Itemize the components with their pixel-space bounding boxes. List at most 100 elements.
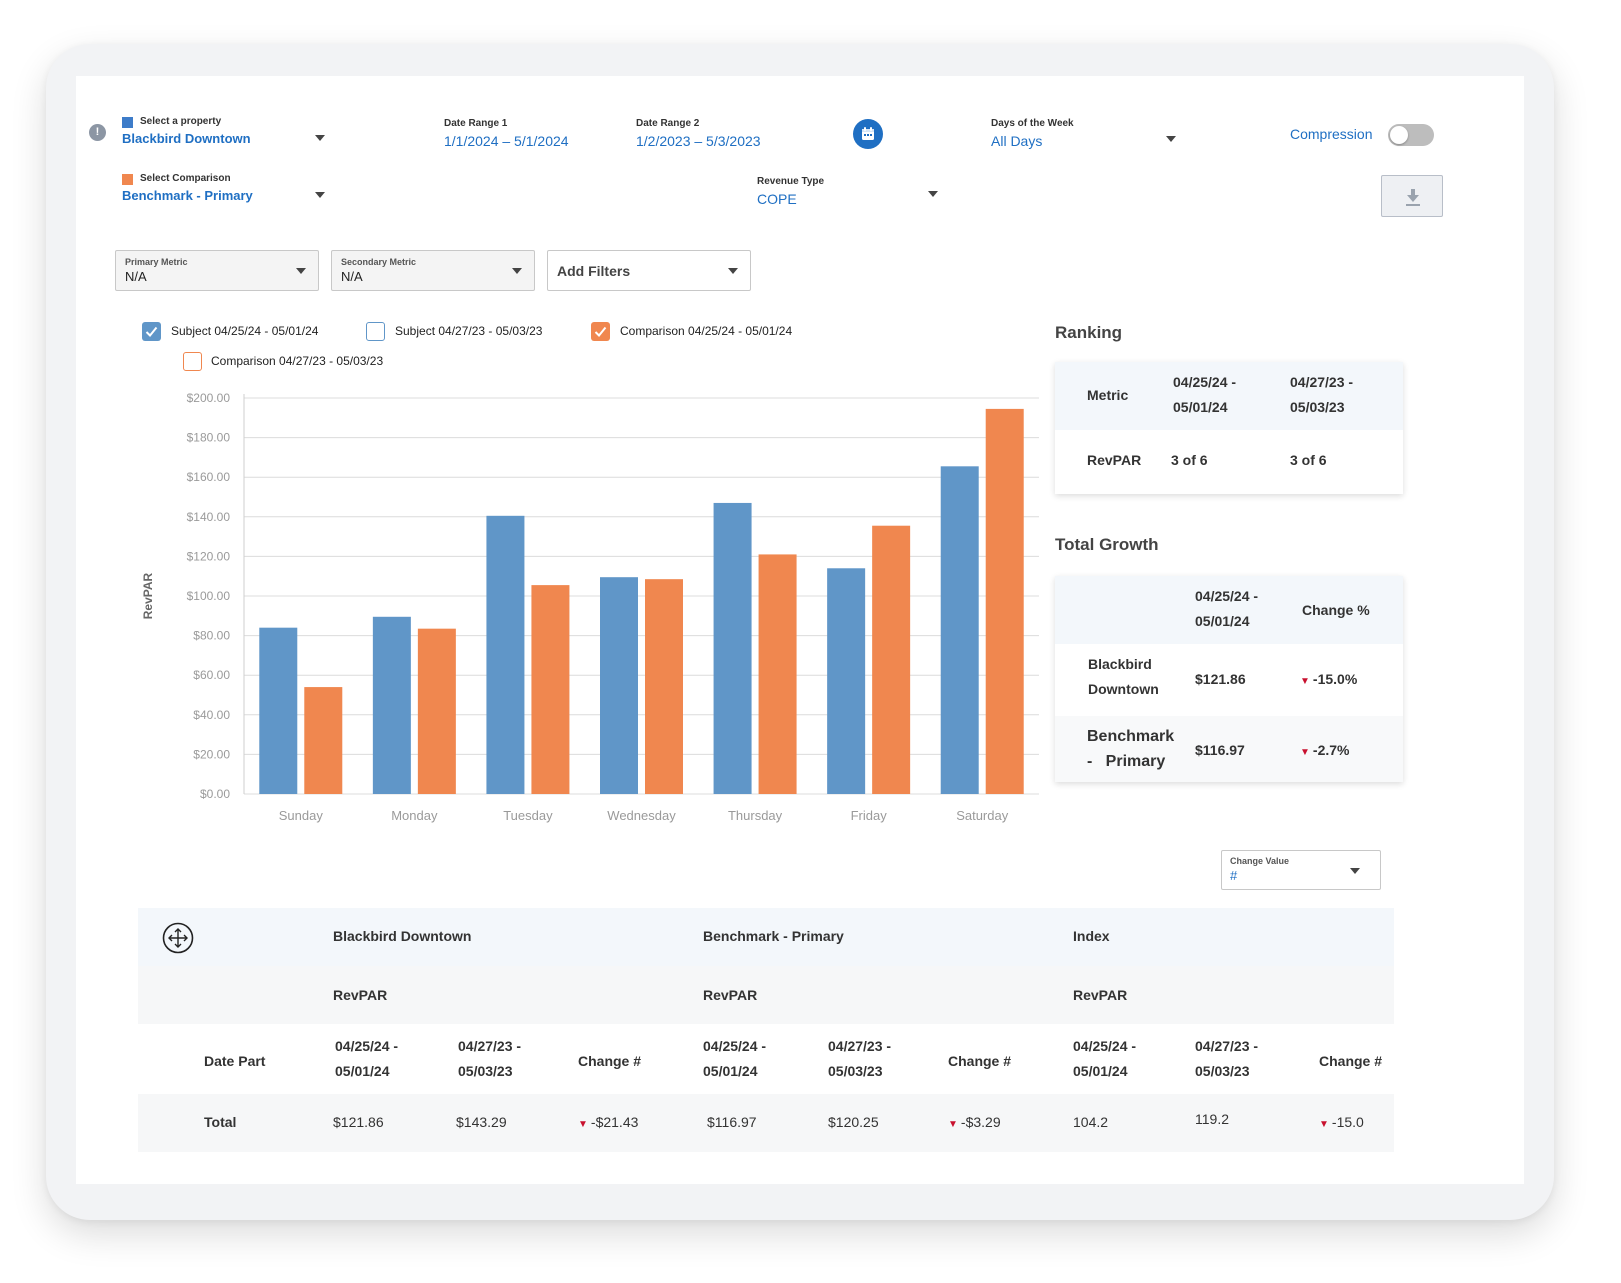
- chevron-down-icon: [928, 191, 938, 197]
- table-total-subject-change-value: -$21.43: [590, 1114, 639, 1130]
- table-total-index-change: ▼ -15.0: [1319, 1114, 1364, 1130]
- primary-metric-select[interactable]: Primary Metric N/A: [115, 250, 319, 291]
- table-group-header-row: [138, 908, 1394, 966]
- table-total-comparison-1: $116.97: [707, 1114, 757, 1130]
- ranking-header-period-1: 04/25/24 - 05/01/24: [1173, 374, 1237, 415]
- table-total-index-change-value: -15.0: [1331, 1114, 1364, 1130]
- table-metric-comparison: RevPAR: [703, 987, 758, 1003]
- down-arrow-icon: ▼: [1319, 1119, 1329, 1130]
- calendar-button[interactable]: [853, 119, 883, 149]
- total-growth-row-change-1: ▼ -15.0%: [1300, 671, 1357, 687]
- table-total-label: Total: [204, 1114, 237, 1130]
- bar-thursday-subject: [713, 502, 752, 794]
- legend-subject-2024-label: Subject 04/25/24 - 05/01/24: [171, 324, 319, 338]
- ranking-header-metric: Metric: [1087, 387, 1129, 403]
- change-value-value: #: [1230, 868, 1238, 883]
- chevron-down-icon: [315, 192, 325, 198]
- table-group-index: Index: [1073, 928, 1110, 944]
- table-header-comparison-period-2: 04/27/23 - 05/03/23: [828, 1038, 892, 1079]
- revenue-type-value: COPE: [757, 191, 797, 207]
- table-total-index-1: 104.2: [1073, 1114, 1109, 1130]
- table-metric-subject: RevPAR: [333, 987, 388, 1003]
- y-tick-label: $60.00: [193, 668, 230, 682]
- down-arrow-icon: ▼: [1300, 747, 1310, 758]
- table-header-date-part: Date Part: [204, 1053, 266, 1069]
- secondary-metric-select[interactable]: Secondary Metric N/A: [331, 250, 535, 291]
- chevron-down-icon: [1350, 868, 1360, 874]
- table-total-row-bg: [138, 1094, 1394, 1152]
- ranking-row-value-2: 3 of 6: [1290, 452, 1327, 468]
- date-range-2[interactable]: Date Range 2 1/2/2023 – 5/3/2023: [636, 116, 786, 152]
- table-metric-header-row: [138, 966, 1394, 1024]
- property-value: Blackbird Downtown: [122, 131, 251, 146]
- table-header-index-period-1: 04/25/24 - 05/01/24: [1073, 1038, 1137, 1079]
- y-tick-label: $120.00: [187, 549, 231, 563]
- chevron-down-icon: [296, 268, 306, 274]
- total-growth-header-change: Change %: [1302, 602, 1370, 618]
- revpar-bar-chart: $0.00 $20.00 $40.00 $60.00 $80.00 $100.00 $120…: [141, 391, 1039, 823]
- date-range-1[interactable]: Date Range 1 1/1/2024 – 5/1/2024: [444, 116, 594, 152]
- compression-label: Compression: [1290, 126, 1373, 142]
- table-total-subject-change: ▼ -$21.43: [578, 1114, 638, 1130]
- table-header-index-period-2: 04/27/23 - 05/03/23: [1195, 1038, 1259, 1079]
- down-arrow-icon: ▼: [578, 1119, 588, 1130]
- legend-comparison-2023-checkbox[interactable]: [183, 352, 202, 371]
- table-total-subject-2: $143.29: [456, 1114, 507, 1130]
- table-total-comparison-change: ▼ -$3.29: [948, 1114, 1001, 1130]
- property-color-swatch: [122, 117, 133, 128]
- legend-subject-2024-checkbox[interactable]: [142, 322, 161, 341]
- table-total-subject-1: $121.86: [333, 1114, 384, 1130]
- x-tick-label: Friday: [851, 808, 888, 823]
- bar-monday-comparison: [417, 628, 456, 794]
- revenue-type-selector[interactable]: Revenue Type COPE: [757, 174, 942, 210]
- revenue-type-label: Revenue Type: [757, 176, 825, 187]
- add-filters-select[interactable]: Add Filters: [547, 250, 751, 291]
- x-tick-label: Tuesday: [503, 808, 553, 823]
- total-growth-header-row: [1055, 576, 1403, 644]
- chevron-down-icon: [512, 268, 522, 274]
- ranking-title: Ranking: [1055, 323, 1123, 342]
- total-growth-row-name-2: Benchmark - Primary: [1087, 728, 1175, 770]
- table-header-subject-period-1: 04/25/24 - 05/01/24: [335, 1038, 399, 1079]
- calendar-icon: [862, 127, 874, 140]
- comparison-label: Select Comparison: [140, 173, 231, 184]
- total-growth-row-change-2: ▼ -2.7%: [1300, 742, 1349, 758]
- table-total-comparison-2: $120.25: [828, 1114, 879, 1130]
- download-button[interactable]: [1381, 175, 1443, 217]
- chevron-down-icon: [1166, 136, 1176, 142]
- x-tick-label: Sunday: [279, 808, 324, 823]
- compression-toggle[interactable]: [1388, 124, 1434, 146]
- legend-subject-2023-label: Subject 04/27/23 - 05/03/23: [395, 324, 543, 338]
- add-filters-label: Add Filters: [557, 263, 631, 279]
- legend-subject-2023-checkbox[interactable]: [366, 322, 385, 341]
- days-of-week-selector[interactable]: Days of the Week All Days: [991, 116, 1181, 152]
- legend-comparison-2024-checkbox[interactable]: [591, 322, 610, 341]
- primary-metric-value: N/A: [125, 269, 147, 284]
- move-icon[interactable]: [162, 922, 194, 954]
- chevron-down-icon: [315, 135, 325, 141]
- x-tick-label: Wednesday: [607, 808, 676, 823]
- x-tick-label: Thursday: [728, 808, 783, 823]
- y-tick-label: $80.00: [193, 629, 230, 643]
- data-table: Blackbird Downtown Benchmark - Primary I…: [138, 908, 1394, 1184]
- total-growth-row-value-2: $116.97: [1195, 742, 1245, 758]
- info-icon[interactable]: !: [89, 124, 106, 141]
- total-growth-row-name-1: Blackbird Downtown: [1088, 656, 1159, 697]
- ranking-header-row: [1055, 362, 1403, 430]
- chevron-down-icon: [728, 268, 738, 274]
- y-tick-label: $20.00: [193, 747, 230, 761]
- comparison-value: Benchmark - Primary: [122, 188, 253, 203]
- table-header-index-change: Change #: [1319, 1053, 1383, 1069]
- total-growth-change-value-2: -2.7%: [1312, 742, 1350, 758]
- change-value-select[interactable]: Change Value #: [1221, 850, 1381, 890]
- ranking-row-value-1: 3 of 6: [1171, 452, 1208, 468]
- total-growth-header-period: 04/25/24 - 05/01/24: [1195, 588, 1259, 629]
- total-growth-card: 04/25/24 - 05/01/24 Change % Blackbird D…: [1055, 576, 1403, 782]
- down-arrow-icon: ▼: [948, 1119, 958, 1130]
- table-header-subject-period-2: 04/27/23 - 05/03/23: [458, 1038, 522, 1079]
- comparison-selector[interactable]: Select Comparison Benchmark - Primary: [122, 171, 332, 205]
- table-group-comparison: Benchmark - Primary: [703, 928, 844, 944]
- property-selector[interactable]: Select a property Blackbird Downtown: [122, 114, 332, 148]
- total-growth-row-bg-2: [1055, 716, 1403, 782]
- toggle-knob: [1390, 126, 1408, 144]
